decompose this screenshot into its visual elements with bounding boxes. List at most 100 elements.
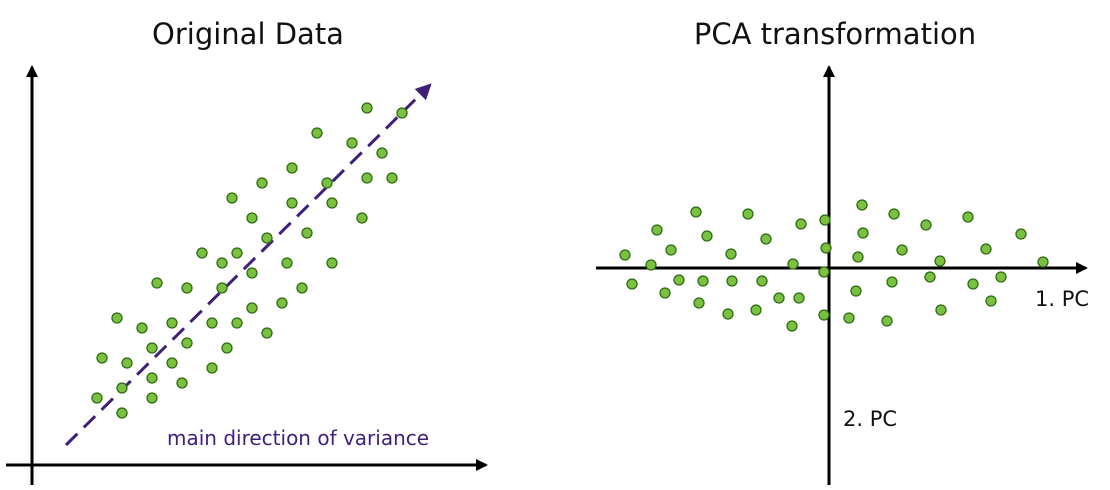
- original-data-point: [231, 317, 243, 329]
- original-data-point: [286, 162, 298, 174]
- original-data-point: [281, 257, 293, 269]
- pca-point: [852, 251, 864, 263]
- pca-point: [934, 255, 946, 267]
- pca-point: [896, 244, 908, 256]
- original-data-point: [301, 227, 313, 239]
- original-data-point: [146, 372, 158, 384]
- original-data-point: [176, 377, 188, 389]
- pca-point: [619, 249, 631, 261]
- original-data-point: [321, 177, 333, 189]
- original-data-point: [206, 362, 218, 374]
- original-data-point: [261, 232, 273, 244]
- original-data-point: [121, 357, 133, 369]
- pca-point: [935, 304, 947, 316]
- original-data-point: [196, 247, 208, 259]
- original-data-point: [146, 342, 158, 354]
- original-data-point: [346, 137, 358, 149]
- pca-point: [750, 304, 762, 316]
- pca-point: [760, 233, 772, 245]
- pca-point: [818, 266, 830, 278]
- pca-point: [967, 278, 979, 290]
- pca-point: [819, 214, 831, 226]
- pca-point: [725, 248, 737, 260]
- pca-point: [701, 230, 713, 242]
- original-data-point: [181, 282, 193, 294]
- pca-point: [659, 287, 671, 299]
- original-data-point: [216, 257, 228, 269]
- original-data-point: [376, 147, 388, 159]
- original-data-point: [326, 197, 338, 209]
- original-data-point: [136, 322, 148, 334]
- pca-point: [843, 312, 855, 324]
- pca-point: [920, 219, 932, 231]
- pca-point: [962, 211, 974, 223]
- original-data-point: [361, 172, 373, 184]
- original-data-point: [256, 177, 268, 189]
- original-data-point: [181, 337, 193, 349]
- pca-point: [756, 275, 768, 287]
- original-data-point: [216, 282, 228, 294]
- pca-point: [795, 218, 807, 230]
- pca-point: [651, 224, 663, 236]
- original-data-point: [356, 212, 368, 224]
- original-data-point: [166, 357, 178, 369]
- pc1-axis-label: 1. PC: [1035, 287, 1089, 311]
- pca-point: [693, 297, 705, 309]
- original-data-point: [206, 317, 218, 329]
- pca-point: [626, 278, 638, 290]
- right-panel-title: PCA transformation: [694, 17, 976, 51]
- original-data-point: [286, 197, 298, 209]
- pca-point: [697, 275, 709, 287]
- original-data-point: [386, 172, 398, 184]
- pca-point: [645, 259, 657, 271]
- original-data-point: [91, 392, 103, 404]
- pca-point: [665, 244, 677, 256]
- original-data-point: [311, 127, 323, 139]
- original-data-point: [246, 267, 258, 279]
- left-panel: Original Data main direction of variance: [6, 17, 488, 485]
- pca-point: [722, 308, 734, 320]
- pca-point: [773, 292, 785, 304]
- pca-point: [787, 258, 799, 270]
- pc2-axis-label: 2. PC: [843, 407, 897, 431]
- pca-point: [742, 208, 754, 220]
- left-scatter-points: [91, 102, 408, 419]
- pca-point: [856, 199, 868, 211]
- original-data-point: [326, 257, 338, 269]
- original-data-point: [111, 312, 123, 324]
- original-data-point: [396, 107, 408, 119]
- original-data-point: [246, 302, 258, 314]
- pca-point: [786, 320, 798, 332]
- pca-point: [881, 315, 893, 327]
- left-panel-title: Original Data: [152, 17, 344, 51]
- original-data-point: [116, 382, 128, 394]
- pca-point: [995, 271, 1007, 283]
- original-data-point: [276, 297, 288, 309]
- original-data-point: [166, 317, 178, 329]
- right-scatter-points: [619, 199, 1049, 332]
- pca-point: [857, 227, 869, 239]
- original-data-point: [226, 192, 238, 204]
- original-data-point: [231, 247, 243, 259]
- pca-point: [850, 285, 862, 297]
- original-data-point: [246, 212, 258, 224]
- pca-point: [793, 292, 805, 304]
- original-data-point: [261, 327, 273, 339]
- original-data-point: [151, 277, 163, 289]
- pca-point: [690, 206, 702, 218]
- pca-point: [888, 208, 900, 220]
- pca-point: [673, 274, 685, 286]
- original-data-point: [221, 342, 233, 354]
- pca-point: [726, 275, 738, 287]
- pca-point: [886, 276, 898, 288]
- pca-point: [820, 242, 832, 254]
- variance-annotation: main direction of variance: [167, 426, 429, 450]
- pca-point: [985, 295, 997, 307]
- pca-point: [1037, 256, 1049, 268]
- original-data-point: [116, 407, 128, 419]
- original-data-point: [146, 392, 158, 404]
- pca-point: [924, 271, 936, 283]
- original-data-point: [296, 282, 308, 294]
- pca-point: [980, 243, 992, 255]
